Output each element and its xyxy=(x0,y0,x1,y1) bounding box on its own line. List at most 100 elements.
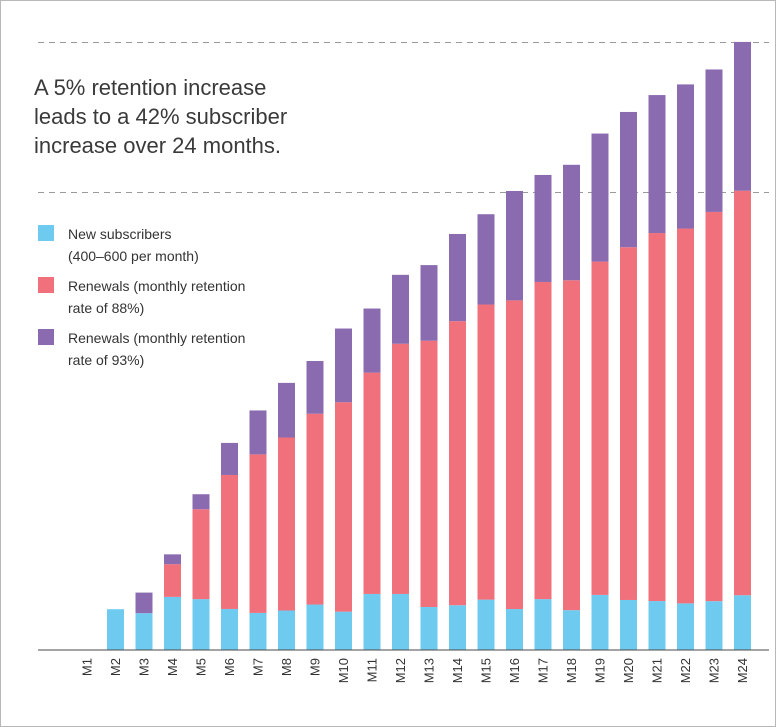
bar-segment-m9-series-2 xyxy=(306,413,324,605)
x-tick-label-m11: M11 xyxy=(365,658,380,682)
x-tick-label-m16: M16 xyxy=(507,658,522,683)
bar-segment-m6-series-3 xyxy=(221,442,238,475)
bar-segment-m9-series-3 xyxy=(306,361,324,414)
bar-segment-m10-series-2 xyxy=(335,402,352,612)
x-tick-label-m6: M6 xyxy=(222,658,237,676)
x-tick-label-m5: M5 xyxy=(194,658,209,676)
bar-segment-m4-series-2 xyxy=(164,564,181,597)
bar-segment-m14-series-1 xyxy=(449,605,466,650)
bar-segment-m23-series-2 xyxy=(705,211,723,602)
bar-segment-m8-series-2 xyxy=(278,437,295,611)
bar-segment-m16-series-3 xyxy=(506,190,523,301)
bar-segment-m13-series-1 xyxy=(420,607,438,650)
bar-segment-m5-series-3 xyxy=(192,494,210,510)
bar-segment-m22-series-2 xyxy=(677,228,694,604)
legend-label-line: New subscribers xyxy=(68,226,172,242)
x-tick-label-m20: M20 xyxy=(621,658,636,683)
x-tick-label-m23: M23 xyxy=(707,658,722,683)
bar-segment-m8-series-1 xyxy=(278,610,295,650)
x-tick-label-m19: M19 xyxy=(593,658,608,683)
bar-segment-m17-series-2 xyxy=(534,281,552,600)
bar-segment-m13-series-2 xyxy=(420,340,438,607)
bar-segment-m17-series-1 xyxy=(534,599,552,650)
bar-segment-m14-series-3 xyxy=(449,233,466,322)
bar-segment-m24-series-3 xyxy=(734,41,751,191)
legend-label-line: rate of 93%) xyxy=(68,352,145,368)
bar-segment-m4-series-3 xyxy=(164,554,181,565)
bars-group xyxy=(107,41,751,650)
bar-segment-m7-series-3 xyxy=(249,410,267,455)
legend-label-line: rate of 88%) xyxy=(68,300,145,316)
legend-label-renewals-93: Renewals (monthly retention rate of 93%) xyxy=(68,327,298,371)
bar-segment-m20-series-2 xyxy=(620,247,637,600)
bar-segment-m5-series-1 xyxy=(192,599,210,650)
bar-segment-m12-series-1 xyxy=(392,593,409,650)
bar-segment-m10-series-3 xyxy=(335,328,352,403)
bar-segment-m8-series-3 xyxy=(278,382,295,438)
x-tick-label-m18: M18 xyxy=(564,658,579,683)
bar-segment-m18-series-2 xyxy=(563,280,580,611)
legend-swatch-renewals-88 xyxy=(38,277,54,293)
bar-segment-m17-series-3 xyxy=(534,174,552,282)
bar-segment-m16-series-2 xyxy=(506,300,523,610)
bar-segment-m21-series-3 xyxy=(648,95,666,234)
bar-segment-m12-series-2 xyxy=(392,343,409,594)
bar-segment-m20-series-1 xyxy=(620,599,637,650)
x-tick-label-m14: M14 xyxy=(450,658,465,683)
x-tick-label-m9: M9 xyxy=(308,658,323,676)
x-tick-label-m13: M13 xyxy=(422,658,437,683)
bar-segment-m11-series-2 xyxy=(363,372,381,594)
bar-segment-m9-series-1 xyxy=(306,604,324,650)
bar-segment-m13-series-3 xyxy=(420,265,438,341)
x-tick-label-m24: M24 xyxy=(735,658,750,683)
legend-label-line: Renewals (monthly retention xyxy=(68,330,246,346)
bar-segment-m4-series-1 xyxy=(164,596,181,650)
legend-item-renewals-93: Renewals (monthly retention rate of 93%) xyxy=(38,327,288,379)
bar-segment-m11-series-3 xyxy=(363,308,381,373)
bar-segment-m24-series-1 xyxy=(734,595,751,650)
x-tick-label-m7: M7 xyxy=(251,658,266,676)
bar-segment-m6-series-1 xyxy=(221,608,238,650)
headline-line-3: increase over 24 months. xyxy=(34,133,282,158)
bar-segment-m7-series-2 xyxy=(249,454,267,613)
reference-lines xyxy=(38,42,769,193)
bar-segment-m10-series-1 xyxy=(335,611,352,650)
bar-segment-m22-series-3 xyxy=(677,84,694,229)
legend-label-line: (400–600 per month) xyxy=(68,248,199,264)
bar-segment-m23-series-1 xyxy=(705,601,723,650)
legend-swatch-new-subscribers xyxy=(38,225,54,241)
bar-segment-m3-series-1 xyxy=(135,613,153,650)
bar-segment-m15-series-3 xyxy=(477,214,495,305)
legend: New subscribers (400–600 per month) Rene… xyxy=(38,223,288,379)
bar-segment-m24-series-2 xyxy=(734,190,751,596)
bar-segment-m22-series-1 xyxy=(677,603,694,650)
headline-line-1: A 5% retention increase xyxy=(34,75,267,100)
bar-segment-m19-series-2 xyxy=(591,261,609,595)
x-tick-label-m2: M2 xyxy=(108,658,123,676)
x-tick-label-m17: M17 xyxy=(536,658,551,683)
bar-segment-m19-series-3 xyxy=(591,133,609,262)
x-tick-label-m21: M21 xyxy=(650,658,665,683)
legend-label-renewals-88: Renewals (monthly retention rate of 88%) xyxy=(68,275,298,319)
x-tick-label-m3: M3 xyxy=(137,658,152,676)
bar-segment-m2-series-1 xyxy=(107,609,124,650)
bar-segment-m14-series-2 xyxy=(449,321,466,606)
x-tick-label-m1: M1 xyxy=(80,658,95,676)
bar-segment-m21-series-2 xyxy=(648,233,666,602)
bar-segment-m19-series-1 xyxy=(591,594,609,650)
x-tick-label-m8: M8 xyxy=(279,658,294,676)
bar-segment-m12-series-3 xyxy=(392,274,409,344)
legend-item-new-subscribers: New subscribers (400–600 per month) xyxy=(38,223,288,275)
bar-segment-m7-series-1 xyxy=(249,612,267,650)
x-tick-label-m22: M22 xyxy=(678,658,693,683)
bar-segment-m11-series-1 xyxy=(363,593,381,650)
bar-segment-m15-series-1 xyxy=(477,599,495,650)
legend-label-line: Renewals (monthly retention xyxy=(68,278,246,294)
headline-line-2: leads to a 42% subscriber xyxy=(34,104,288,129)
bar-segment-m3-series-3 xyxy=(135,592,153,614)
bar-segment-m18-series-1 xyxy=(563,610,580,650)
bar-segment-m5-series-2 xyxy=(192,509,210,600)
bar-segment-m23-series-3 xyxy=(705,69,723,212)
